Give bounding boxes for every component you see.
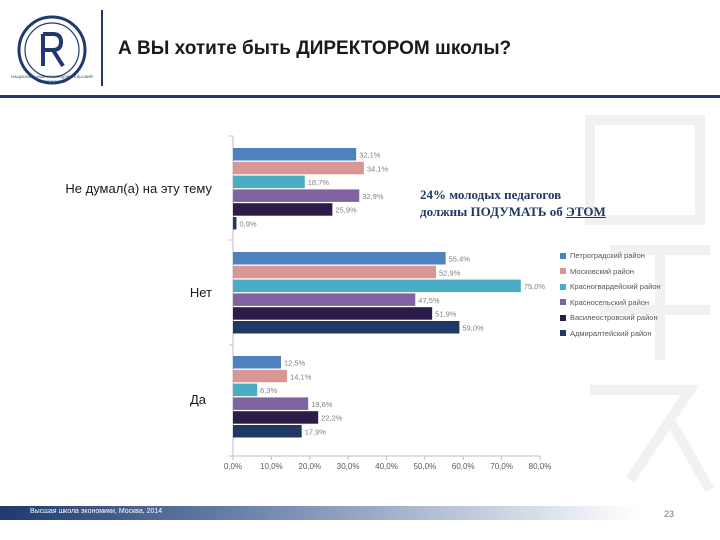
data-label: 59,0% [462, 324, 484, 333]
bar [233, 425, 302, 438]
legend-label: Петроградский район [570, 251, 645, 261]
legend-swatch [560, 314, 566, 321]
bar [233, 369, 288, 383]
legend-swatch [560, 252, 566, 259]
bar [233, 383, 258, 397]
x-tick-label: 30,0% [337, 462, 360, 471]
data-label: 12,5% [284, 359, 306, 368]
bar [233, 397, 309, 410]
data-label: 6,3% [260, 386, 277, 395]
chart-annotation: 24% молодых педагогов должны ПОДУМАТЬ об… [420, 186, 606, 220]
chart-legend: Петроградский район Московский район Кра… [560, 248, 661, 341]
logo-caption: НАЦИОНАЛЬНЫЙ ИССЛЕДОВАТЕЛЬСКИЙ УНИВЕРСИТ… [11, 74, 93, 84]
bar [233, 148, 357, 161]
x-tick-label: 20,0% [298, 462, 321, 471]
header-divider [101, 10, 103, 86]
bar [233, 175, 305, 189]
bar [233, 203, 333, 216]
annotation-line-2: должны ПОДУМАТЬ об ЭТОМ [420, 203, 606, 220]
data-label: 55,4% [449, 255, 471, 264]
hse-logo-icon [17, 15, 87, 85]
data-label: 25,9% [335, 206, 357, 215]
legend-label: Адмиралтейский район [570, 328, 652, 338]
bar [233, 252, 446, 265]
x-tick-label: 60,0% [452, 462, 475, 471]
data-label: 34,1% [367, 164, 389, 173]
data-label: 32,1% [359, 151, 381, 160]
x-tick-label: 40,0% [375, 462, 398, 471]
x-tick-label: 80,0% [529, 462, 552, 471]
data-label: 32,9% [362, 192, 384, 201]
legend-swatch [560, 283, 566, 290]
data-label: 47,5% [418, 296, 440, 305]
data-label: 52,9% [439, 268, 461, 277]
header-rule [0, 95, 720, 98]
watermark-pattern [585, 115, 715, 493]
category-label-1: Нет [189, 285, 212, 300]
data-label: 75,0% [524, 282, 546, 291]
legend-swatch [560, 330, 566, 337]
footer-bar [0, 506, 640, 520]
bar [233, 279, 521, 293]
annotation-emphasis: ЭТОМ [566, 204, 606, 219]
bar [233, 265, 437, 279]
legend-item: Адмиралтейский район [560, 326, 661, 342]
bar [233, 321, 460, 334]
x-tick-label: 0,0% [224, 462, 242, 471]
data-label: 14,1% [290, 372, 312, 381]
legend-label: Красногвардейский район [570, 282, 661, 292]
x-tick-label: 10,0% [260, 462, 283, 471]
legend-item: Красносельский район [560, 295, 661, 311]
page-title: А ВЫ хотите быть ДИРЕКТОРОМ школы? [118, 38, 512, 59]
bar [233, 411, 319, 424]
category-label-2: Да [189, 392, 206, 407]
data-label: 51,9% [435, 310, 457, 319]
bar [233, 356, 281, 369]
bar [233, 307, 433, 320]
legend-item: Московский район [560, 264, 661, 280]
data-label: 0,9% [239, 220, 256, 229]
legend-label: Московский район [570, 266, 635, 276]
bar [233, 217, 237, 230]
legend-item: Красногвардейский район [560, 279, 661, 295]
data-label: 19,6% [311, 400, 333, 409]
footer-text: Высшая школа экономики, Москва, 2014 [30, 508, 163, 515]
legend-swatch [560, 268, 566, 275]
data-label: 22,2% [321, 414, 343, 423]
bar [233, 161, 364, 175]
x-tick-label: 50,0% [414, 462, 437, 471]
bar [233, 293, 416, 306]
legend-item: Петроградский район [560, 248, 661, 264]
annotation-line-1: 24% молодых педагогов [420, 187, 562, 202]
legend-label: Красносельский район [570, 297, 650, 307]
data-label: 17,9% [305, 428, 327, 437]
legend-label: Василеостровский район [570, 313, 658, 323]
legend-item: Василеостровский район [560, 310, 661, 326]
category-label-0: Не думал(а) на эту тему [65, 181, 212, 196]
bar [233, 189, 360, 202]
annotation-line-2-text: должны ПОДУМАТЬ об [420, 204, 567, 219]
legend-swatch [560, 299, 566, 306]
data-label: 18,7% [308, 178, 330, 187]
page-number: 23 [664, 509, 675, 519]
x-tick-label: 70,0% [490, 462, 513, 471]
